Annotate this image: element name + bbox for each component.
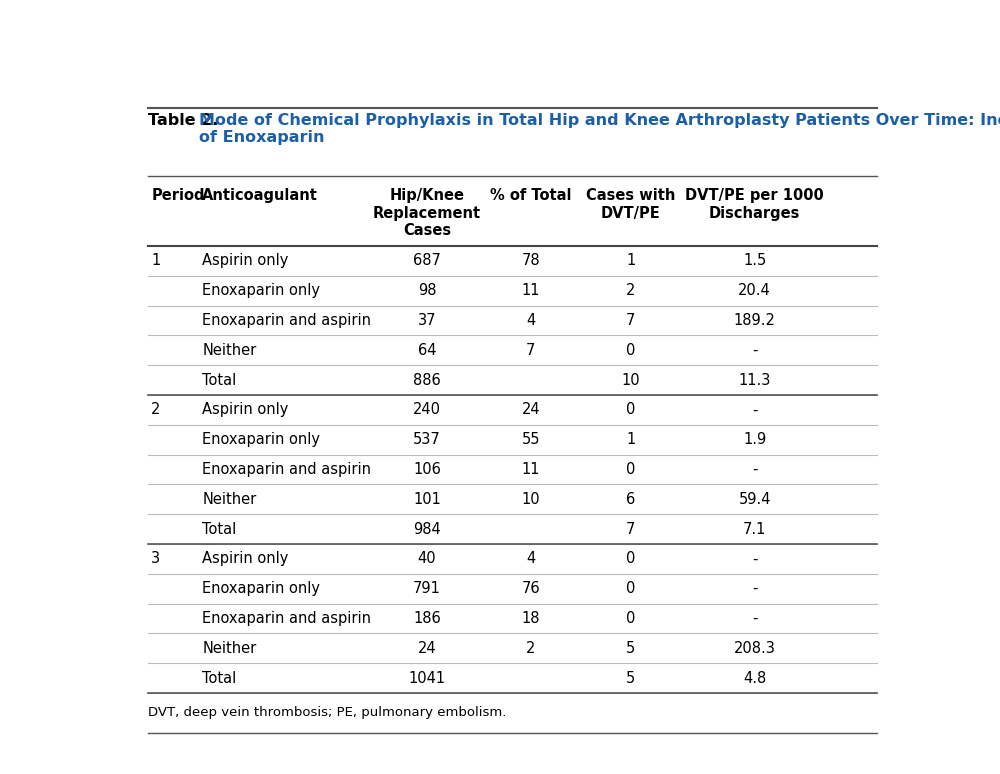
Text: Enoxaparin only: Enoxaparin only xyxy=(202,581,320,596)
Text: Cases with
DVT/PE: Cases with DVT/PE xyxy=(586,188,676,221)
Text: 40: 40 xyxy=(418,551,436,567)
Text: 6: 6 xyxy=(626,491,636,507)
Text: 7: 7 xyxy=(526,343,535,358)
Text: Total: Total xyxy=(202,372,237,388)
Text: 886: 886 xyxy=(413,372,441,388)
Text: Enoxaparin only: Enoxaparin only xyxy=(202,432,320,447)
Text: Enoxaparin and aspirin: Enoxaparin and aspirin xyxy=(202,462,371,477)
Text: 0: 0 xyxy=(626,462,636,477)
Text: 1041: 1041 xyxy=(408,670,445,686)
Text: 2: 2 xyxy=(626,283,636,298)
Text: Total: Total xyxy=(202,522,237,536)
Text: -: - xyxy=(752,462,757,477)
Text: 2: 2 xyxy=(526,641,535,656)
Text: 189.2: 189.2 xyxy=(734,313,776,328)
Text: 984: 984 xyxy=(413,522,441,536)
Text: 101: 101 xyxy=(413,491,441,507)
Text: 791: 791 xyxy=(413,581,441,596)
Text: 1.9: 1.9 xyxy=(743,432,766,447)
Text: 4: 4 xyxy=(526,313,535,328)
Text: Hip/Knee
Replacement
Cases: Hip/Knee Replacement Cases xyxy=(373,188,481,238)
Text: 7: 7 xyxy=(626,522,636,536)
Text: 186: 186 xyxy=(413,611,441,626)
Text: Total: Total xyxy=(202,670,237,686)
Text: 98: 98 xyxy=(418,283,436,298)
Text: 7.1: 7.1 xyxy=(743,522,766,536)
Text: Neither: Neither xyxy=(202,491,257,507)
Text: 1: 1 xyxy=(626,432,636,447)
Text: Table 2.: Table 2. xyxy=(148,112,224,128)
Text: 20.4: 20.4 xyxy=(738,283,771,298)
Text: -: - xyxy=(752,551,757,567)
Text: 24: 24 xyxy=(418,641,436,656)
Text: 0: 0 xyxy=(626,581,636,596)
Text: 64: 64 xyxy=(418,343,436,358)
Text: 537: 537 xyxy=(413,432,441,447)
Text: DVT/PE per 1000
Discharges: DVT/PE per 1000 Discharges xyxy=(685,188,824,221)
Text: -: - xyxy=(752,402,757,417)
Text: 240: 240 xyxy=(413,402,441,417)
Text: Aspirin only: Aspirin only xyxy=(202,253,289,269)
Text: 5: 5 xyxy=(626,670,636,686)
Text: 11.3: 11.3 xyxy=(739,372,771,388)
Text: -: - xyxy=(752,581,757,596)
Text: 208.3: 208.3 xyxy=(734,641,776,656)
Text: Enoxaparin and aspirin: Enoxaparin and aspirin xyxy=(202,611,371,626)
Text: 1: 1 xyxy=(626,253,636,269)
Text: 11: 11 xyxy=(521,283,540,298)
Text: 10: 10 xyxy=(521,491,540,507)
Text: 5: 5 xyxy=(626,641,636,656)
Text: 4: 4 xyxy=(526,551,535,567)
Text: 0: 0 xyxy=(626,611,636,626)
Text: Aspirin only: Aspirin only xyxy=(202,551,289,567)
Text: 3: 3 xyxy=(151,551,160,567)
Text: 37: 37 xyxy=(418,313,436,328)
Text: 24: 24 xyxy=(521,402,540,417)
Text: 2: 2 xyxy=(151,402,161,417)
Text: 1.5: 1.5 xyxy=(743,253,766,269)
Text: Neither: Neither xyxy=(202,641,257,656)
Text: Aspirin only: Aspirin only xyxy=(202,402,289,417)
Text: DVT, deep vein thrombosis; PE, pulmonary embolism.: DVT, deep vein thrombosis; PE, pulmonary… xyxy=(148,706,507,719)
Text: 1: 1 xyxy=(151,253,161,269)
Text: Mode of Chemical Prophylaxis in Total Hip and Knee Arthroplasty Patients Over Ti: Mode of Chemical Prophylaxis in Total Hi… xyxy=(199,112,1000,145)
Text: 55: 55 xyxy=(521,432,540,447)
Text: % of Total: % of Total xyxy=(490,188,571,204)
Text: -: - xyxy=(752,611,757,626)
Text: 0: 0 xyxy=(626,343,636,358)
Text: 687: 687 xyxy=(413,253,441,269)
Text: 78: 78 xyxy=(521,253,540,269)
Text: Anticoagulant: Anticoagulant xyxy=(202,188,318,204)
Text: Neither: Neither xyxy=(202,343,257,358)
Text: 10: 10 xyxy=(622,372,640,388)
Text: Enoxaparin only: Enoxaparin only xyxy=(202,283,320,298)
Text: -: - xyxy=(752,343,757,358)
Text: Period: Period xyxy=(151,188,205,204)
Text: 7: 7 xyxy=(626,313,636,328)
Text: 4.8: 4.8 xyxy=(743,670,766,686)
Text: 76: 76 xyxy=(521,581,540,596)
Text: 18: 18 xyxy=(521,611,540,626)
Text: 106: 106 xyxy=(413,462,441,477)
Text: 0: 0 xyxy=(626,402,636,417)
Text: 0: 0 xyxy=(626,551,636,567)
Text: 11: 11 xyxy=(521,462,540,477)
Text: 59.4: 59.4 xyxy=(738,491,771,507)
Text: Enoxaparin and aspirin: Enoxaparin and aspirin xyxy=(202,313,371,328)
